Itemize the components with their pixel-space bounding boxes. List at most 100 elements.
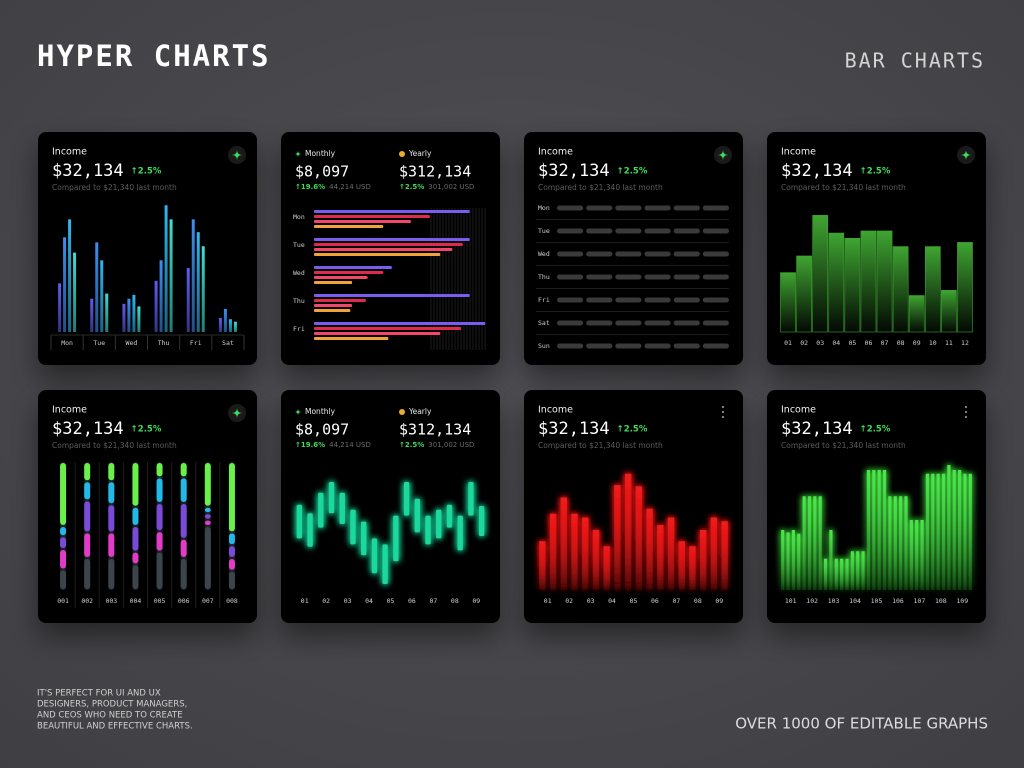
- bar-segment: [180, 478, 187, 502]
- axis-label: 04: [365, 597, 373, 605]
- axis-label: 07: [672, 597, 680, 605]
- bar-segment: [132, 463, 139, 506]
- stat-title: Monthly: [305, 407, 336, 416]
- axis-label: 06: [865, 339, 873, 347]
- bar-segment: [132, 527, 139, 551]
- bar: [791, 530, 796, 590]
- bar: [314, 276, 368, 279]
- segment-track: [673, 320, 700, 326]
- bar-segment: [108, 505, 115, 532]
- bar-segment: [228, 546, 235, 557]
- bar: [872, 470, 876, 590]
- segment-track: [586, 297, 613, 303]
- card-background: [281, 390, 500, 623]
- axis-label: 107: [914, 597, 926, 605]
- star-icon: [294, 408, 302, 416]
- bar: [122, 303, 126, 332]
- bar-segment: [60, 550, 67, 569]
- axis-label: Mon: [293, 213, 305, 221]
- segment-track: [702, 251, 729, 257]
- card-title: Income: [52, 147, 87, 158]
- medal-icon: [399, 151, 405, 157]
- axis-label: 12: [961, 339, 969, 347]
- bar: [957, 470, 962, 590]
- axis-label: 001: [57, 597, 69, 605]
- bar: [888, 496, 892, 590]
- bar: [786, 532, 790, 590]
- bar: [861, 551, 865, 590]
- segment-track: [615, 228, 642, 234]
- stat-change: ↑19.6%: [295, 441, 325, 449]
- bar: [925, 473, 930, 590]
- axis-label: Sun: [538, 342, 550, 350]
- segment-track: [673, 274, 700, 280]
- bar: [58, 283, 62, 332]
- bar: [314, 220, 411, 223]
- bar: [957, 242, 973, 333]
- segment-track: [702, 205, 729, 211]
- bar: [314, 271, 384, 274]
- bar: [137, 306, 141, 332]
- star-icon: [231, 149, 243, 161]
- stat-value: $312,134: [399, 421, 471, 439]
- bar: [314, 337, 389, 340]
- axis-label: 08: [694, 597, 702, 605]
- medal-icon: [399, 409, 405, 415]
- range-bar: [296, 504, 303, 539]
- bar: [314, 248, 453, 251]
- range-bar: [339, 492, 345, 524]
- axis-label: 03: [344, 597, 352, 605]
- axis-label: 04: [832, 339, 840, 347]
- axis-label: 106: [892, 597, 904, 605]
- bar: [941, 473, 946, 590]
- chart-card: Monthly $8,097 ↑19.6% 44,214 USD Yearly $312,…: [281, 132, 500, 365]
- bar: [314, 332, 441, 335]
- bar: [314, 294, 470, 297]
- bar-segment: [204, 463, 211, 506]
- bar-segment: [180, 559, 187, 589]
- tagline: OVER 1000 OF EDITABLE GRAPHS: [735, 715, 988, 733]
- page-title: HYPER CHARTS: [37, 39, 271, 73]
- bar: [823, 558, 828, 590]
- bar-segment: [60, 537, 67, 549]
- axis-label: 07: [429, 597, 437, 605]
- bar: [850, 551, 854, 590]
- kpi-value: $32,134: [52, 419, 124, 439]
- axis-label: 105: [871, 597, 883, 605]
- kpi-change: ↑2.5%: [131, 425, 162, 435]
- segment-track: [673, 251, 700, 257]
- bar: [314, 210, 470, 213]
- card-background: [524, 132, 743, 365]
- segment-track: [702, 343, 729, 349]
- footer-line: AND CEOS WHO NEED TO CREATE: [37, 711, 183, 721]
- bar: [840, 558, 844, 590]
- bar: [860, 230, 877, 333]
- stat-value: $8,097: [295, 163, 349, 181]
- bar: [314, 322, 486, 325]
- stat-title: Monthly: [305, 149, 336, 158]
- star-icon: [231, 407, 243, 419]
- range-bar: [318, 492, 324, 528]
- segment-track: [615, 251, 642, 257]
- bar: [915, 520, 919, 590]
- bar: [899, 496, 903, 590]
- axis-label: Mon: [61, 339, 73, 347]
- segment-track: [702, 274, 729, 280]
- kpi-change: ↑2.5%: [617, 425, 648, 435]
- bar: [127, 298, 131, 332]
- card-background: [524, 390, 743, 623]
- bar: [68, 219, 72, 332]
- stat-value: $8,097: [295, 421, 349, 439]
- axis-label: Thu: [538, 273, 550, 281]
- bar: [657, 525, 664, 590]
- bar: [781, 530, 785, 590]
- axis-label: 09: [472, 597, 480, 605]
- star-icon: [294, 150, 302, 158]
- bar-segment: [228, 463, 235, 532]
- axis-label: Wed: [538, 250, 550, 258]
- axis-label: 03: [587, 597, 595, 605]
- bar: [963, 473, 967, 590]
- bar: [218, 317, 222, 332]
- segment-track: [702, 320, 729, 326]
- axis-label: 101: [785, 597, 797, 605]
